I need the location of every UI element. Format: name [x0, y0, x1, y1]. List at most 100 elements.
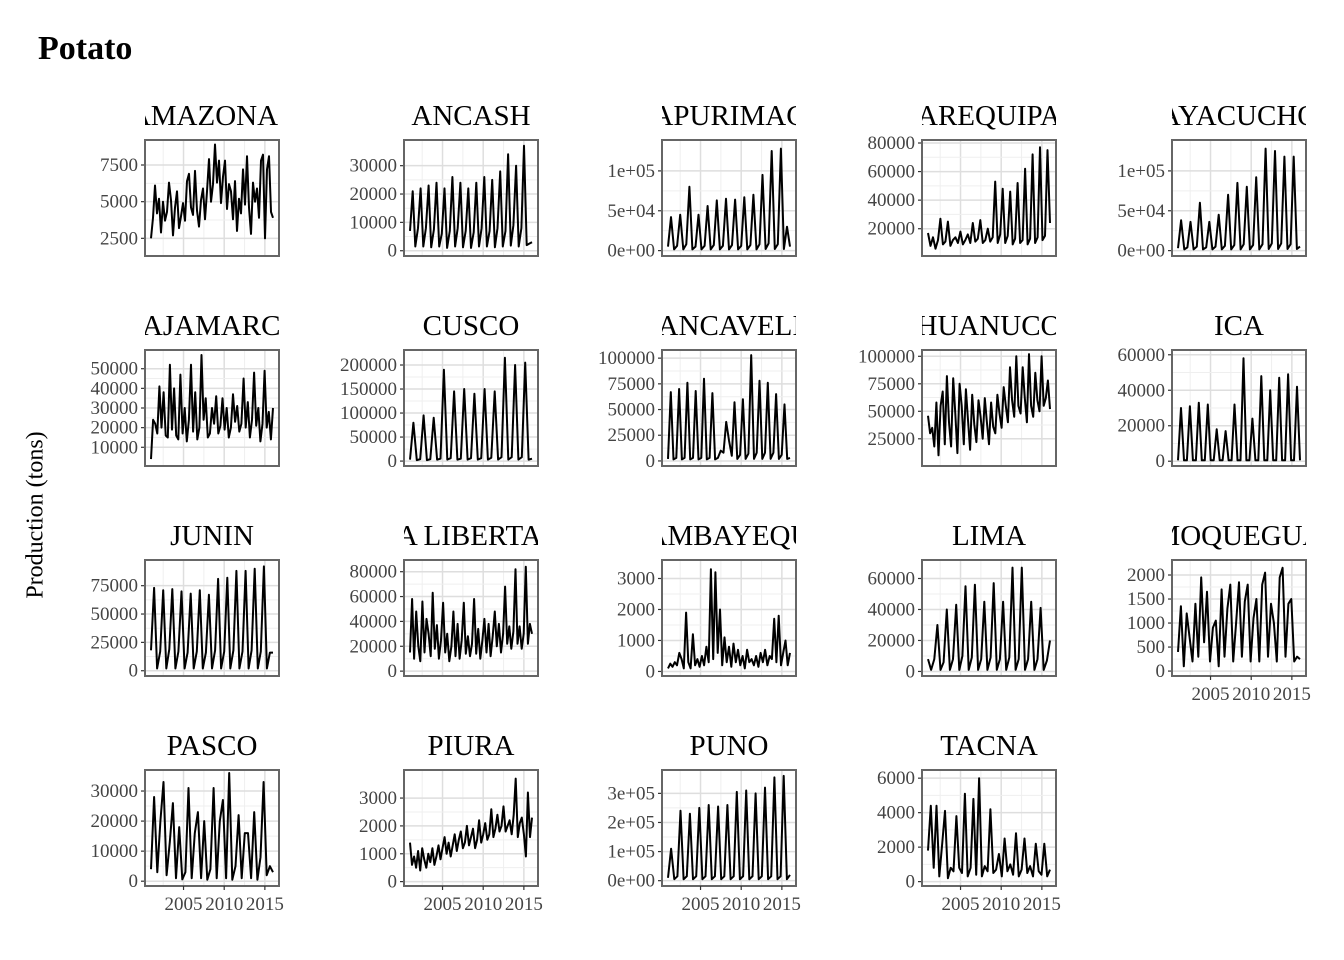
x-tick-label: 2005 [942, 894, 980, 915]
panel-border [403, 769, 539, 887]
panel-tacna: TACNA 0 2000 4000 6000 2005 2010 2015 [877, 730, 1061, 915]
x-tick-label: 2005 [682, 894, 720, 915]
series-line-arequipa [927, 146, 1051, 250]
panel-junin: JUNIN 0 25000 50000 75000 [91, 520, 280, 682]
series-line-apurimac [667, 147, 791, 251]
y-tick-label: 1e+05 [607, 161, 655, 182]
x-tick-label: 2010 [464, 894, 502, 915]
facet-label: HUANCAVELICA [616, 310, 843, 342]
series-line-junin [150, 565, 273, 670]
facet-label: APURIMAC [652, 100, 805, 132]
y-tick-label: 0 [906, 661, 916, 682]
panel-border [403, 139, 539, 257]
y-tick-label: 75000 [608, 374, 656, 395]
panel-piura: PIURA 0 1000 2000 3000 2005 2010 2015 [359, 730, 543, 915]
series-line-cajamarca [150, 354, 274, 460]
panel-border [921, 349, 1057, 467]
y-tick-label: 30000 [91, 398, 139, 419]
y-tick-label: 1000 [617, 630, 655, 651]
series-line-puno [667, 774, 791, 881]
panel-border [1171, 139, 1307, 257]
y-tick-label: 20000 [91, 418, 139, 439]
y-tick-label: 6000 [877, 768, 915, 789]
panel-arequipa: AREQUIPA 20000 40000 60000 80000 [868, 100, 1061, 257]
panel-border [921, 769, 1057, 887]
y-tick-label: 60000 [350, 587, 398, 608]
facet-label: CUSCO [423, 310, 520, 342]
y-tick-label: 20000 [868, 630, 916, 651]
panel-border [661, 769, 797, 887]
panel-cusco: CUSCO 0 50000 100000 150000 200000 [340, 310, 539, 472]
x-tick-label: 2005 [1192, 684, 1230, 705]
panel-amazonas: AMAZONAS 2500 5000 7500 [100, 100, 280, 257]
y-tick-label: 0 [129, 661, 139, 682]
y-tick-label: 2000 [1127, 565, 1165, 586]
y-tick-label: 1e+05 [1117, 161, 1165, 182]
series-line-ica [1177, 357, 1301, 462]
y-tick-label: 40000 [868, 190, 916, 211]
facet-label: ANCASH [411, 100, 530, 132]
y-tick-label: 1000 [359, 844, 397, 865]
y-tick-label: 7500 [100, 155, 138, 176]
y-tick-label: 0 [906, 872, 916, 893]
panel-lambayeque: LAMBAYEQUE 0 1000 2000 3000 [617, 520, 829, 682]
y-tick-label: 1e+05 [607, 842, 655, 863]
y-tick-label: 25000 [608, 425, 656, 446]
facet-label: MOQUEGUA [1154, 520, 1323, 552]
series-line-ancash [409, 144, 533, 249]
panel-border [661, 349, 797, 467]
x-tick-label: 2005 [165, 894, 203, 915]
facet-label: AYACUCHO [1160, 100, 1318, 132]
panel-background [922, 350, 1056, 466]
y-tick-label: 60000 [868, 162, 916, 183]
y-tick-label: 80000 [868, 133, 916, 154]
panel-border [403, 559, 539, 677]
x-tick-label: 2015 [1023, 894, 1061, 915]
y-tick-label: 0 [388, 661, 398, 682]
y-tick-label: 0 [1156, 661, 1166, 682]
y-tick-label: 0 [129, 871, 139, 892]
series-line-pasco [150, 772, 274, 881]
chart-title: Potato [38, 30, 133, 67]
panel-huancavelica: HUANCAVELICA 0 25000 50000 75000 100000 [598, 310, 843, 472]
facet-label: LAMBAYEQUE [629, 520, 829, 552]
panel-huanuco: HUANUCO 25000 50000 75000 100000 [858, 310, 1057, 467]
y-tick-label: 50000 [91, 359, 139, 380]
series-line-ayacucho [1177, 147, 1301, 251]
y-tick-label: 40000 [1118, 380, 1166, 401]
facet-label: ICA [1214, 310, 1264, 342]
panel-background [922, 560, 1056, 676]
y-tick-label: 5e+04 [607, 201, 655, 222]
y-tick-label: 4000 [877, 803, 915, 824]
y-tick-label: 1500 [1127, 589, 1165, 610]
y-tick-label: 25000 [91, 632, 139, 653]
panel-border [661, 559, 797, 677]
y-tick-label: 2000 [877, 837, 915, 858]
y-tick-label: 60000 [868, 568, 916, 589]
y-tick-label: 50000 [350, 427, 398, 448]
y-tick-label: 80000 [350, 562, 398, 583]
y-tick-label: 0 [1156, 451, 1166, 472]
panel-border [144, 769, 280, 887]
facet-label: LIMA [952, 520, 1026, 552]
x-tick-label: 2015 [505, 894, 543, 915]
facet-label: AREQUIPA [917, 100, 1061, 132]
y-tick-label: 20000 [868, 219, 916, 240]
panel-border [921, 559, 1057, 677]
series-line-lambayeque [667, 568, 791, 670]
y-tick-label: 0e+00 [607, 871, 655, 892]
y-tick-label: 100000 [858, 346, 915, 367]
facet-label: JUNIN [170, 520, 254, 552]
series-line-cusco [409, 356, 533, 462]
panel-border [1171, 349, 1307, 467]
x-tick-label: 2015 [246, 894, 284, 915]
y-tick-label: 10000 [91, 841, 139, 862]
y-tick-label: 0 [388, 451, 398, 472]
y-tick-label: 0e+00 [1117, 241, 1165, 262]
y-tick-label: 50000 [91, 604, 139, 625]
y-tick-label: 50000 [608, 400, 656, 421]
y-tick-label: 0 [388, 872, 398, 893]
y-tick-label: 75000 [91, 576, 139, 597]
